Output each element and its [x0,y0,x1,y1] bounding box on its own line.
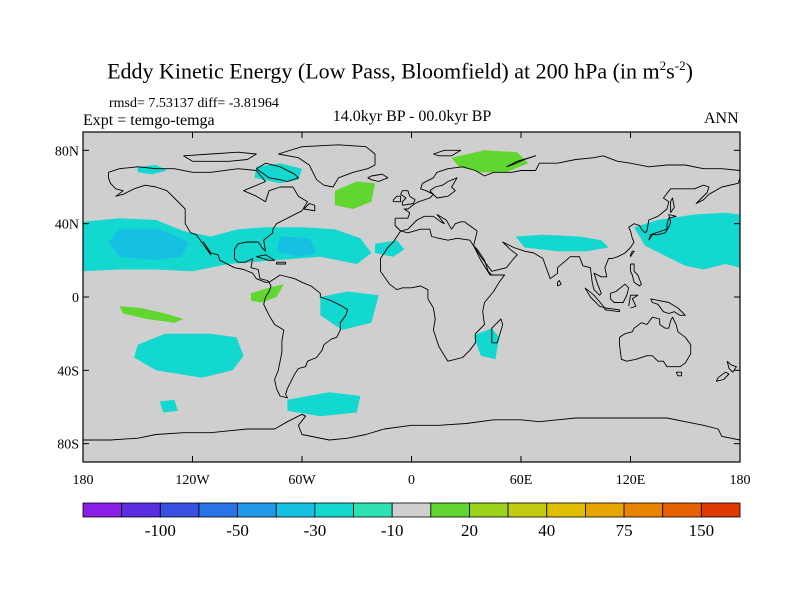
coastline-ireland [392,195,402,203]
colorbar-swatch [353,502,393,518]
map-axes: 180 120W 60W 0 60E 120E 180 80N 40N 0 40S 80S [55,132,751,488]
y-tick-label: 40N [55,218,79,233]
colorbar-tick-label: 40 [538,521,555,540]
x-tick-label: 60W [288,473,316,488]
colorbar-swatch [121,502,161,518]
y-tick-label: 80S [57,438,79,453]
region-south-pacific-band [134,333,244,378]
coastline-sakhalin [670,197,675,213]
map-background [83,132,740,462]
coastline-eurasia [394,155,740,296]
region-asia-band [515,234,609,252]
region-tropical-atlantic-positive [250,284,284,303]
coastline-japan [648,214,677,241]
coastline-sri-lanka [557,280,562,287]
colorbar-swatch [623,502,664,518]
colorbar-swatch [507,502,548,518]
colorbar-tick-label: 75 [616,521,633,540]
coastline-arctic-islands [183,151,257,162]
coastline-borneo [609,283,630,303]
colorbar: -100 -50 -30 -10 20 40 75 150 [82,502,741,540]
coastline-madagascar [491,318,504,344]
coastline-newfoundland [303,203,316,212]
coastline-south-america [263,274,349,399]
region-tropical-atlantic-band [320,291,379,330]
colorbar-tick-label: -10 [381,521,404,540]
coastline-greenland [278,144,376,188]
x-tick-label: 60E [510,473,533,488]
colorbar-tick-label: -30 [304,521,327,540]
colorbar-tick-label: -50 [226,521,249,540]
x-tick-label: 180 [73,473,94,488]
region-atlantic-core [276,236,317,257]
coastline-taiwan [630,250,635,257]
coastline-philippines [630,263,642,287]
coastline-novaya-zemlya [506,155,537,168]
y-tick-label: 40S [57,364,79,379]
region-caribbean-patch [375,240,405,257]
x-tick-label: 120W [175,473,210,488]
region-tropical-pacific-positive [119,306,184,323]
coastline-hispaniola [276,261,287,265]
colorbar-swatch [700,502,741,518]
coastline-new-guinea [650,298,686,316]
coastline-antarctica [83,413,740,441]
coastline-svalbard [433,149,462,157]
colorbar-swatch [662,502,702,518]
colorbar-swatch [275,502,316,518]
anomaly-regions [83,150,740,417]
x-tick-label: 120E [616,473,646,488]
region-south-pacific-patch [159,399,178,413]
chart-title: Eddy Kinetic Energy (Low Pass, Bloomfiel… [107,58,693,84]
coastline-australia [619,316,692,368]
colorbar-swatch [391,502,432,518]
coastline-sulawesi [628,294,639,309]
colorbar-swatch [430,502,470,518]
coastlines [83,144,740,441]
coastline-arabia-red-sea [473,245,493,276]
colorbar-swatch [585,502,625,518]
x-tick-label: 180 [730,473,751,488]
colorbar-tick-label: -100 [145,521,176,540]
coastline-north-america [108,166,308,283]
experiment-label: Expt = temgo-temga [83,112,215,129]
coastline-new-zealand-south [715,371,730,382]
region-madagascar-patch [473,328,500,360]
coastline-iceland [367,173,389,182]
coastline-baltic [429,177,458,199]
colorbar-swatch [82,502,123,518]
region-arctic-america-patch [254,163,302,184]
colorbar-tick-label: 20 [461,521,478,540]
chart-subtitle: 14.0kyr BP - 00.0kyr BP [332,108,492,125]
season-label: ANN [704,110,739,127]
colorbar-swatch [546,502,586,518]
coastline-africa [380,228,506,362]
region-scandinavia-positive [451,150,529,173]
colorbar-swatch [469,502,509,518]
region-north-atlantic-positive [334,181,375,209]
y-tick-label: 0 [72,291,79,306]
region-north-pacific-core [108,229,189,261]
colorbar-swatch [159,502,200,518]
region-western-pacific-band [634,212,740,270]
coastline-britain [400,190,416,206]
y-tick-label: 80N [55,144,79,159]
coastline-cuba [256,254,276,261]
region-southern-ocean-patch [287,392,361,417]
x-tick-label: 0 [408,473,415,488]
coastline-sumatra [584,287,606,309]
coastline-baffin [255,162,299,182]
colorbar-swatch [198,502,238,518]
coastline-java [604,307,620,313]
colorbar-swatch [237,502,277,518]
colorbar-tick-label: 150 [689,521,715,540]
colorbar-swatch [314,502,354,518]
stats-label: rmsd= 7.53137 diff= -3.81964 [109,96,279,111]
coastline-new-zealand-north [726,360,737,373]
coastline-tasmania [675,371,683,377]
